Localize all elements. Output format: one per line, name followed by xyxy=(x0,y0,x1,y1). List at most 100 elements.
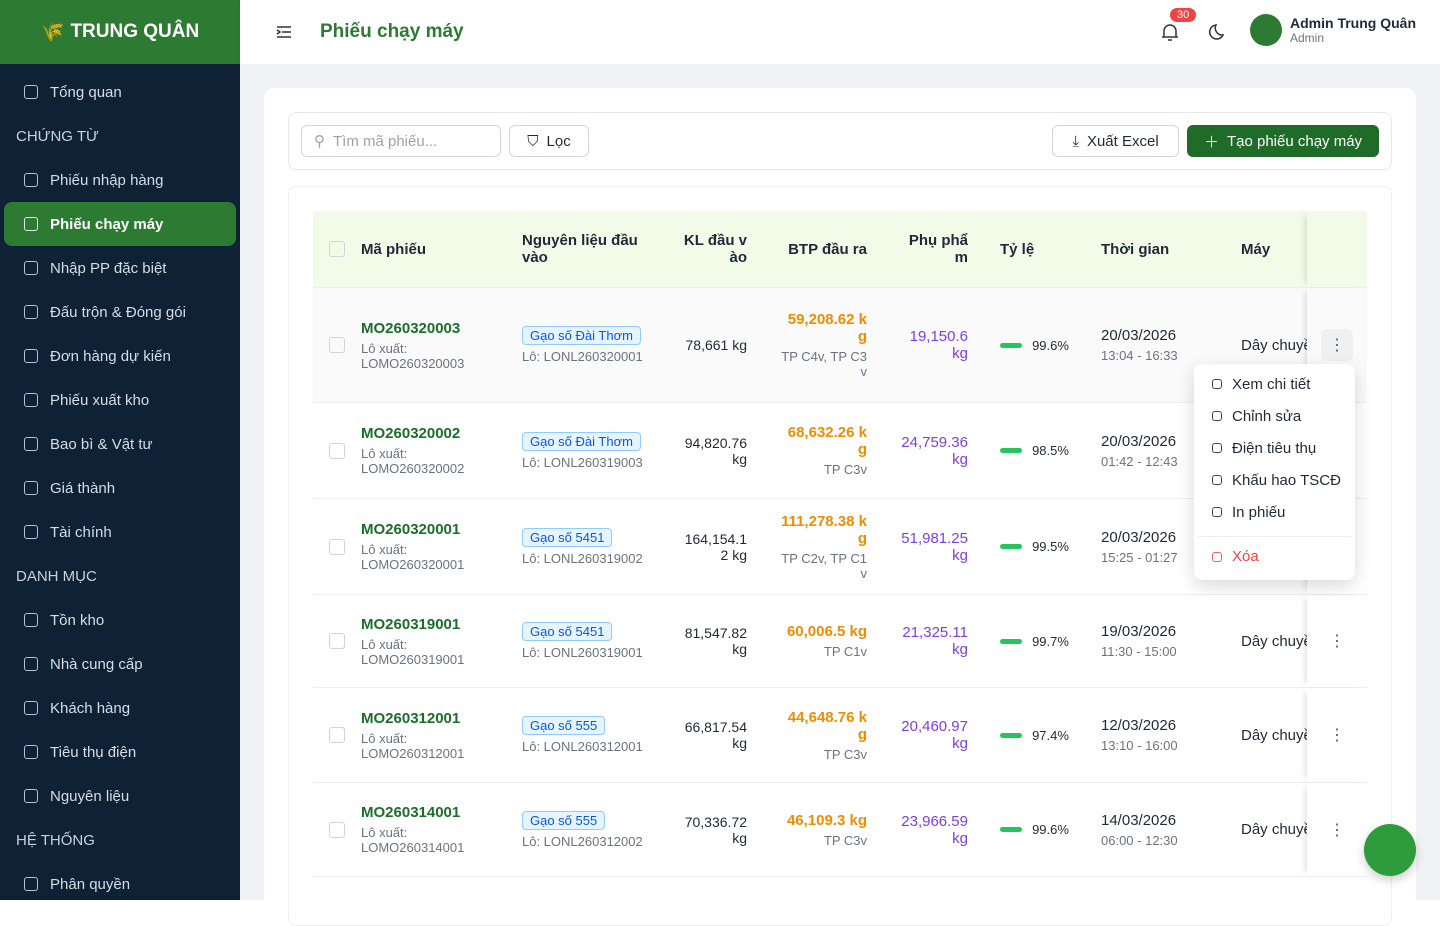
material-tag: Gạo số Đài Thơm xyxy=(522,431,641,451)
theme-toggle[interactable] xyxy=(1208,22,1228,42)
nav-label: Giá thành xyxy=(50,479,116,497)
machine: Dây chuyền xyxy=(1241,336,1307,354)
column-header: Tỷ lệ xyxy=(1000,240,1035,258)
context-menu: Xem chi tiết Chỉnh sửa Điện tiêu thụ Khấu h… xyxy=(1194,364,1355,580)
nav-item[interactable]: Bao bì & Vật tư xyxy=(4,422,236,466)
menu-item[interactable]: Khấu hao TSCĐ xyxy=(1198,464,1351,496)
more-button[interactable]: ⋮ xyxy=(1329,633,1345,650)
actions-cell: ⋮ xyxy=(1307,288,1367,402)
bell[interactable] xyxy=(1160,22,1180,42)
code[interactable]: MO260314001 xyxy=(361,804,461,821)
byproduct: 21,325.11 kg xyxy=(902,624,968,658)
code[interactable]: MO260320001 xyxy=(361,521,461,538)
checkbox[interactable] xyxy=(329,538,345,555)
user[interactable]: Admin Trung Quân Admin xyxy=(1250,14,1416,46)
checkbox[interactable] xyxy=(329,241,345,257)
nav-item[interactable]: Nguyên liệu xyxy=(4,774,236,818)
code[interactable]: MO260320003 xyxy=(361,319,461,337)
material-lot: Lô: LONL260312002 xyxy=(522,833,643,849)
nav-section: HỆ THỐNG xyxy=(16,831,95,849)
menu-icon xyxy=(1212,551,1222,562)
nav-label: Đấu trộn & Đóng gói xyxy=(50,303,186,321)
more-button[interactable]: ⋮ xyxy=(1321,329,1353,361)
time-cell: 12/03/2026 13:10 - 16:00 xyxy=(1085,688,1225,782)
menu-item[interactable]: Điện tiêu thụ xyxy=(1198,432,1351,464)
material-lot: Lô: LONL260319003 xyxy=(522,454,643,470)
btp-cell: 44,648.76 kg TP C3v xyxy=(763,688,883,782)
menu-label: Xóa xyxy=(1232,548,1259,565)
menu-item[interactable]: Xem chi tiết xyxy=(1198,368,1351,400)
sidebar: 🌾 TRUNG QUÂN Tổng quan CHỨNG TỪ Phiếu nhập … xyxy=(0,0,240,900)
time-cell: 14/03/2026 06:00 - 12:30 xyxy=(1085,783,1225,876)
notification-badge: 30 xyxy=(1170,8,1197,22)
byproduct-cell: 23,966.59 kg xyxy=(883,783,984,876)
nav-item[interactable]: Nhập PP đặc biệt xyxy=(4,246,236,290)
code[interactable]: MO260320002 xyxy=(361,425,461,442)
checkbox[interactable] xyxy=(329,442,345,459)
nav-item[interactable]: Giá thành xyxy=(4,466,236,510)
ratio-cell: 99.6% xyxy=(984,288,1085,402)
nav: Tổng quan CHỨNG TỪ Phiếu nhập hàng Phiếu ch… xyxy=(0,64,240,906)
nav-item[interactable]: Tiêu thụ điện xyxy=(4,730,236,774)
checkbox[interactable] xyxy=(329,633,345,649)
nav-label: Phiếu nhập hàng xyxy=(50,171,164,189)
user-role: Admin xyxy=(1290,31,1325,45)
nav-item[interactable]: Phân quyền xyxy=(4,862,236,906)
btp: 44,648.76 kg xyxy=(787,708,867,743)
more-button[interactable]: ⋮ xyxy=(1329,821,1345,839)
nav-item[interactable]: Khách hàng xyxy=(4,686,236,730)
weight-cell: 94,820.76 kg xyxy=(662,403,763,498)
table-row: MO260320001 Lô xuất: LOMO260320001 Gạo số … xyxy=(313,499,1367,595)
checkbox[interactable] xyxy=(329,337,345,353)
nav-icon xyxy=(24,877,38,891)
nav-icon xyxy=(24,217,38,231)
ratio: 99.7% xyxy=(1032,633,1069,649)
nav-item[interactable]: Tồn kho xyxy=(4,598,236,642)
menu-toggle[interactable] xyxy=(276,24,292,40)
logo-icon: 🌾 xyxy=(40,22,65,43)
time: 06:00 - 12:30 xyxy=(1101,832,1178,848)
ratio-cell: 98.5% xyxy=(984,403,1085,498)
nav-item[interactable]: Phiếu xuất kho xyxy=(4,378,236,422)
menu-item[interactable]: In phiếu xyxy=(1198,496,1351,528)
btp-note: TP C1v xyxy=(823,644,867,659)
nav-item[interactable]: Phiếu chạy máy xyxy=(4,202,236,246)
checkbox[interactable] xyxy=(329,821,345,838)
export-button[interactable]: ⤓ Xuất Excel xyxy=(1052,125,1179,157)
btp: 60,006.5 kg xyxy=(786,623,867,640)
nav-item[interactable]: Tổng quan xyxy=(4,70,236,114)
nav-item[interactable]: Phiếu nhập hàng xyxy=(4,158,236,202)
date: 20/03/2026 xyxy=(1101,528,1177,546)
brand[interactable]: 🌾 TRUNG QUÂN xyxy=(0,0,240,64)
create-button[interactable]: ＋ Tạo phiếu chạy máy xyxy=(1187,125,1379,157)
ratio-cell: 99.6% xyxy=(984,783,1085,876)
table-container: Mã phiếu Nguyên liệu đầu vào KL đầu vào BTP… xyxy=(288,186,1392,926)
column-header: KL đầu vào xyxy=(683,232,747,266)
check-cell xyxy=(313,403,345,498)
nav-item[interactable]: Nhà cung cấp xyxy=(4,642,236,686)
nav-icon xyxy=(24,613,38,627)
check-cell xyxy=(313,288,345,402)
floating-button[interactable] xyxy=(1364,824,1416,876)
code[interactable]: MO260312001 xyxy=(361,709,461,727)
nav-item[interactable]: Đơn hàng dự kiến xyxy=(4,334,236,378)
date: 19/03/2026 xyxy=(1101,623,1177,640)
ratio-bar xyxy=(1000,827,1023,832)
code[interactable]: MO260319001 xyxy=(361,615,461,633)
nav-icon xyxy=(24,437,38,451)
search-input[interactable]: ⚲ Tìm mã phiếu... xyxy=(301,125,501,157)
filter-button[interactable]: ⛉ Lọc xyxy=(509,125,589,157)
code-cell: MO260312001 Lô xuất: LOMO260312001 xyxy=(345,688,506,782)
btp: 59,208.62 kg xyxy=(787,311,867,345)
btp: 46,109.3 kg xyxy=(786,811,867,829)
menu-icon xyxy=(1212,411,1222,421)
menu-item[interactable]: Xóa xyxy=(1198,536,1351,576)
nav-item[interactable]: Tài chính xyxy=(4,510,236,554)
menu-item[interactable]: Chỉnh sửa xyxy=(1198,400,1351,432)
time-cell: 19/03/2026 11:30 - 15:00 xyxy=(1085,595,1225,687)
time: 01:42 - 12:43 xyxy=(1101,453,1178,469)
more-button[interactable]: ⋮ xyxy=(1329,727,1345,744)
nav-item[interactable]: Đấu trộn & Đóng gói xyxy=(4,290,236,334)
checkbox[interactable] xyxy=(329,727,345,743)
